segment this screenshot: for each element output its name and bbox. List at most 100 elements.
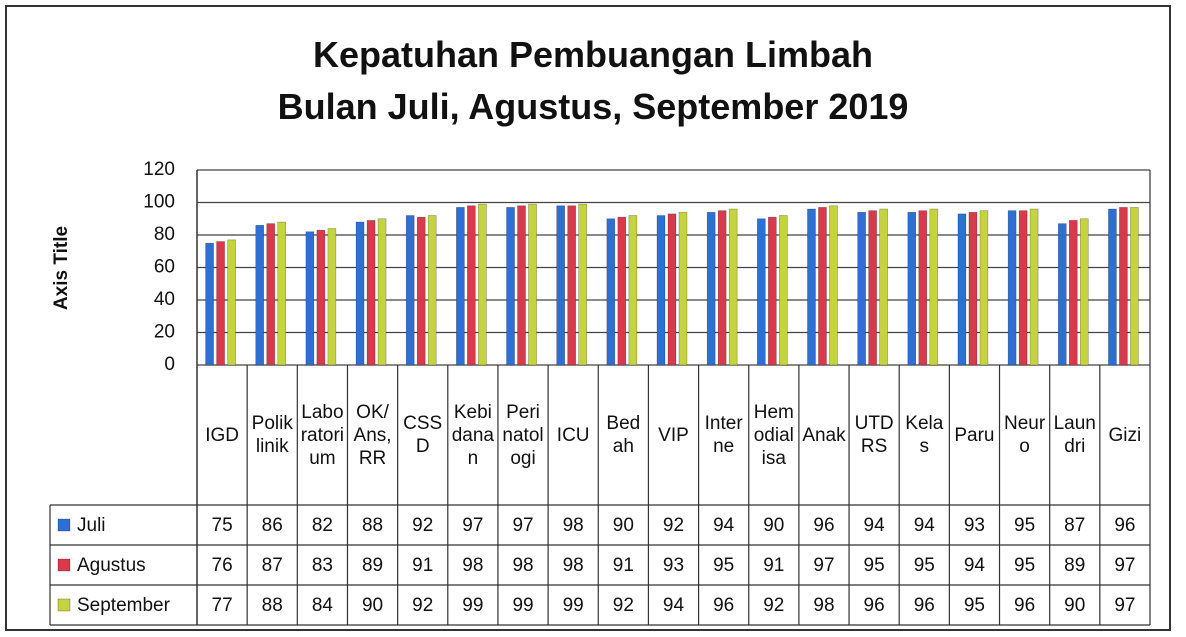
bar xyxy=(879,208,888,366)
bar xyxy=(979,210,989,366)
bar xyxy=(255,224,265,366)
table-value: 87 xyxy=(261,554,283,576)
table-value: 97 xyxy=(813,554,835,576)
x-tick-label: Kelas xyxy=(905,413,944,457)
table-value: 94 xyxy=(713,514,735,536)
bar xyxy=(506,207,515,366)
legend-label: Juli xyxy=(77,514,106,536)
table-value: 90 xyxy=(763,514,785,536)
table-value: 75 xyxy=(211,514,233,536)
bar xyxy=(467,205,476,366)
y-tick-label: 100 xyxy=(143,192,175,213)
bar xyxy=(227,239,236,366)
x-tick-label: ICU xyxy=(556,424,590,446)
bar xyxy=(216,241,225,366)
table-value: 90 xyxy=(361,594,384,616)
bar xyxy=(377,218,387,366)
table-value: 90 xyxy=(612,514,634,536)
y-tick-label: 80 xyxy=(154,224,175,245)
x-tick-label: Perinatologi xyxy=(502,401,544,469)
bar xyxy=(316,229,326,366)
table-value: 88 xyxy=(361,514,384,536)
table-value: 98 xyxy=(512,554,534,576)
table-value: 99 xyxy=(562,594,584,616)
bar xyxy=(1057,223,1067,366)
table-value: 94 xyxy=(963,554,985,576)
bar xyxy=(757,218,766,366)
table-value: 98 xyxy=(562,554,584,576)
table-value: 91 xyxy=(412,554,434,576)
x-tick-label: VIP xyxy=(658,424,689,446)
x-tick-label: CSSD xyxy=(403,413,443,457)
bar xyxy=(678,211,688,366)
y-tick-label: 20 xyxy=(154,322,175,343)
bar xyxy=(728,208,738,366)
bar xyxy=(327,228,337,366)
table-value: 89 xyxy=(361,554,384,576)
table-value: 94 xyxy=(863,514,885,536)
bar xyxy=(1029,208,1039,366)
x-tick-label: Interne xyxy=(704,413,743,457)
x-tick-label: Hemodialisa xyxy=(753,401,794,469)
table-value: 95 xyxy=(963,594,985,616)
table-value: 87 xyxy=(1064,514,1086,536)
bar xyxy=(968,211,978,366)
table-value: 94 xyxy=(662,594,685,616)
bar xyxy=(416,216,426,366)
table-value: 83 xyxy=(311,554,333,576)
x-tick-label: Poliklinik xyxy=(251,413,293,457)
bar xyxy=(578,203,587,366)
table-value: 97 xyxy=(1114,594,1136,616)
bar xyxy=(1119,207,1128,366)
bar xyxy=(606,218,616,366)
bar xyxy=(1108,208,1117,366)
chart-title: Kepatuhan Pembuangan Limbah xyxy=(312,34,874,75)
bar xyxy=(706,211,716,366)
legend-label: Agustus xyxy=(77,554,146,576)
bar xyxy=(857,211,866,366)
table-value: 95 xyxy=(1014,514,1036,536)
bar xyxy=(957,213,967,366)
table-value: 91 xyxy=(763,554,785,576)
table-value: 95 xyxy=(863,554,885,576)
bar xyxy=(1007,210,1017,366)
table-value: 82 xyxy=(311,514,333,536)
bar xyxy=(779,215,788,366)
table-value: 86 xyxy=(261,514,283,536)
legend-swatch xyxy=(57,518,71,532)
bar xyxy=(205,242,214,366)
table-value: 97 xyxy=(1114,554,1136,576)
bar xyxy=(829,205,838,366)
bar xyxy=(456,207,465,366)
y-axis-title: Axis Title xyxy=(51,226,72,310)
x-tick-label: OK/Ans,RR xyxy=(353,401,392,469)
table-value: 92 xyxy=(763,594,785,616)
x-tick-label: Anak xyxy=(802,424,846,446)
bar xyxy=(1130,207,1139,366)
table-value: 94 xyxy=(913,514,935,536)
table-value: 92 xyxy=(662,514,685,536)
table-value: 96 xyxy=(863,594,885,616)
bar xyxy=(517,205,526,366)
bar xyxy=(1018,210,1028,366)
table-value: 99 xyxy=(512,594,534,616)
legend-swatch xyxy=(57,558,71,572)
table-value: 92 xyxy=(412,514,434,536)
table-value: 99 xyxy=(462,594,484,616)
bar xyxy=(929,208,939,366)
bar xyxy=(907,211,917,366)
bar xyxy=(266,223,276,366)
x-tick-label: Gizi xyxy=(1108,424,1142,446)
bar xyxy=(1079,218,1089,366)
table-value: 88 xyxy=(261,594,283,616)
legend-label: September xyxy=(77,594,170,616)
bar xyxy=(567,205,576,366)
y-tick-label: 120 xyxy=(143,159,175,180)
bar xyxy=(628,215,638,366)
table-value: 96 xyxy=(1114,514,1136,536)
table-value: 89 xyxy=(1064,554,1086,576)
table-value: 92 xyxy=(612,594,634,616)
table-value: 95 xyxy=(1014,554,1036,576)
table-value: 96 xyxy=(713,594,735,616)
